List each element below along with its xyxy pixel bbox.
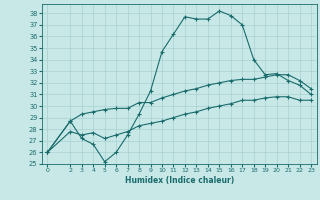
X-axis label: Humidex (Indice chaleur): Humidex (Indice chaleur) <box>124 176 234 185</box>
